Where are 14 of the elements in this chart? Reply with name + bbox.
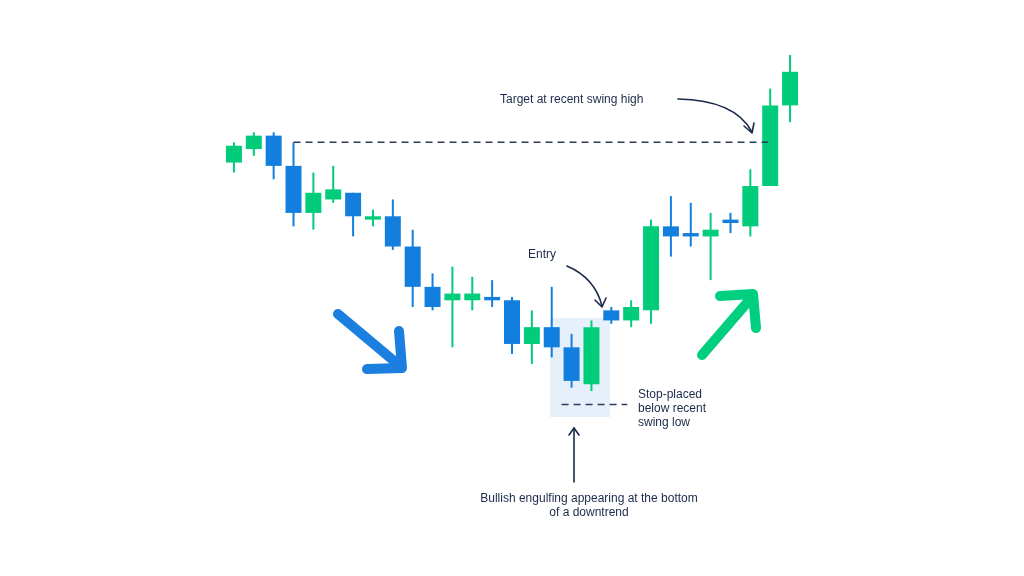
ref-line-label: Stop-placed below recent swing low bbox=[638, 387, 708, 429]
candlestick bbox=[662, 195, 679, 258]
candlestick bbox=[345, 191, 362, 238]
candlestick bbox=[245, 131, 262, 157]
candlestick bbox=[523, 309, 540, 366]
candlestick bbox=[543, 285, 560, 359]
candlestick bbox=[305, 171, 322, 231]
text: Bullish engulfing appearing at the bottom of a downtrend bbox=[479, 491, 699, 519]
candlestick bbox=[225, 141, 242, 174]
annotation: Entry bbox=[528, 247, 557, 261]
candlestick bbox=[325, 164, 342, 204]
candlestick bbox=[424, 272, 441, 312]
ref-line-label: Target at recent swing high bbox=[500, 92, 645, 106]
candlestick bbox=[623, 299, 640, 329]
